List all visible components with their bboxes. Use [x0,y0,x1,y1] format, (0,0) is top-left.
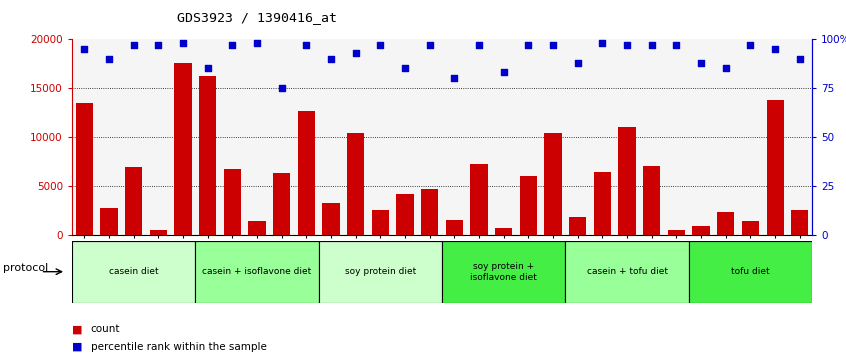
Bar [298,111,315,235]
Point [102,56,116,62]
Point [250,40,264,46]
Text: casein + isoflavone diet: casein + isoflavone diet [202,267,311,276]
Text: ■: ■ [72,342,82,352]
Point [620,42,634,48]
Bar [594,172,611,235]
Bar [125,167,142,235]
Bar [174,63,191,235]
Text: ■: ■ [72,324,82,334]
Point [299,42,313,48]
Bar [195,241,319,303]
Bar [371,210,389,235]
Bar [347,133,365,235]
Bar [319,241,442,303]
Point [374,42,387,48]
Point [201,65,214,71]
Point [645,42,658,48]
Point [78,46,91,52]
Point [522,42,536,48]
Text: casein + tofu diet: casein + tofu diet [586,267,667,276]
Bar [545,133,562,235]
Bar [322,203,339,235]
Point [472,42,486,48]
Text: casein diet: casein diet [109,267,158,276]
Point [226,42,239,48]
Bar [495,228,513,235]
Text: protocol: protocol [3,263,47,273]
Point [423,42,437,48]
Point [127,42,140,48]
Bar [446,220,463,235]
Point [151,42,165,48]
Point [176,40,190,46]
Bar [618,127,635,235]
Bar [199,76,217,235]
Bar [397,194,414,235]
Bar [569,217,586,235]
Point [596,40,609,46]
Text: percentile rank within the sample: percentile rank within the sample [91,342,266,352]
Point [719,65,733,71]
Bar [273,172,290,235]
Point [744,42,757,48]
Point [768,46,782,52]
Text: GDS3923 / 1390416_at: GDS3923 / 1390416_at [177,11,337,24]
Text: tofu diet: tofu diet [731,267,770,276]
Bar [643,166,661,235]
Point [670,42,684,48]
Text: count: count [91,324,120,334]
Bar [470,164,487,235]
Bar [519,176,537,235]
Bar [442,241,565,303]
Bar [565,241,689,303]
Bar [667,230,685,235]
Bar [75,103,93,235]
Bar [72,241,195,303]
Point [275,85,288,91]
Bar [766,100,783,235]
Point [324,56,338,62]
Point [497,69,510,75]
Bar [249,221,266,235]
Text: soy protein diet: soy protein diet [344,267,416,276]
Bar [689,241,812,303]
Point [793,56,806,62]
Point [547,42,560,48]
Point [398,65,412,71]
Bar [791,210,809,235]
Bar [223,169,241,235]
Bar [717,212,734,235]
Bar [742,221,759,235]
Point [448,75,461,81]
Bar [101,208,118,235]
Point [349,50,362,56]
Text: soy protein +
isoflavone diet: soy protein + isoflavone diet [470,262,537,282]
Point [571,60,585,65]
Bar [421,189,438,235]
Point [695,60,708,65]
Bar [150,230,167,235]
Bar [693,225,710,235]
